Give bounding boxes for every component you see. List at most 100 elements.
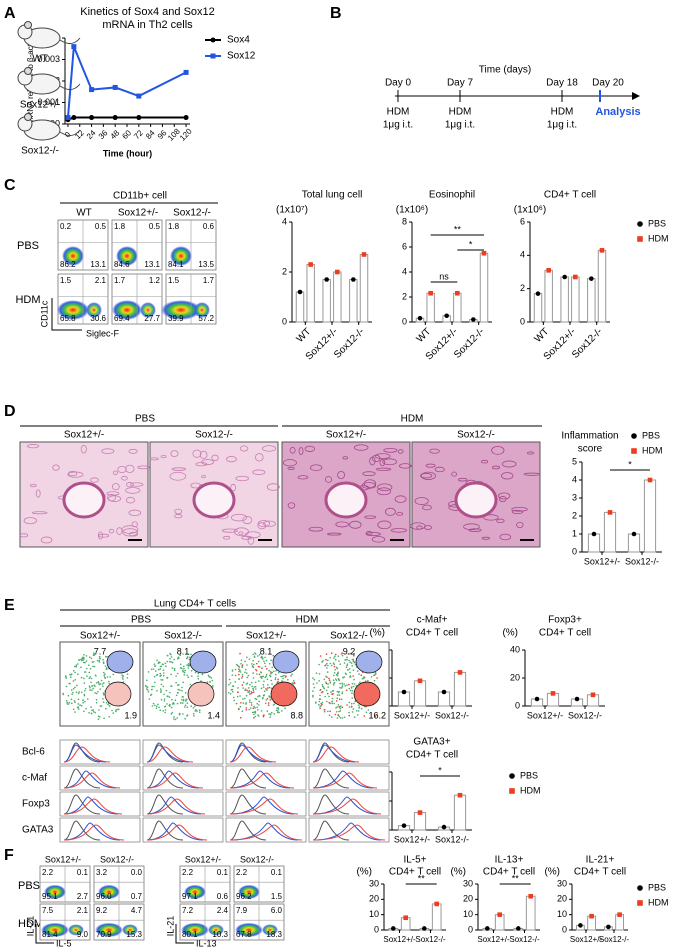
histogram [312,794,350,815]
column-label: Sox12-/- [173,208,211,219]
quadrant-value: 27.7 [144,314,160,323]
histogram [229,798,299,815]
bar-marker [455,290,460,296]
axis-label: IL-21 [165,916,175,937]
histogram [63,770,117,789]
tissue [369,456,376,466]
chart-title: CD4+ T cell [544,190,596,201]
bar-marker [434,901,439,907]
histogram [312,824,386,841]
tissue [289,447,296,454]
timeline-title: Time (days) [479,65,531,76]
y-tick-label: 0.001 [37,97,60,107]
bar-marker [441,824,447,830]
chart-title: CD4+ T cell [406,628,458,639]
quadrant-value: 1.8 [114,222,126,231]
y-tick-label: 4 [572,474,577,484]
flow-density [112,300,142,320]
tissue [30,483,37,488]
quadrant-value: 0.2 [60,222,72,231]
x-tick-label: WT [295,326,314,345]
bar [544,269,553,323]
quadrant-value: 67.8 [236,930,252,939]
panel-label: E [4,597,15,614]
quadrant-value: 2.4 [217,906,229,915]
quadrant-value: 9.0 [77,930,89,939]
tissue [201,475,207,478]
quadrant-value: 2.2 [42,868,54,877]
quadrant-value: 1.5 [168,276,180,285]
y-axis-label: (%) [356,867,372,878]
tissue [121,525,139,534]
tissue [68,470,78,477]
flow-density [86,302,102,318]
tissue [297,475,309,480]
column-label: Sox12+/- [45,854,81,864]
chart-title: IL-5+ [403,855,426,866]
tissue [374,453,391,460]
y-tick-label: 30 [557,878,567,888]
bar-marker [591,531,597,537]
tissue [121,475,128,481]
tissue [308,526,324,532]
legend-label: HDM [642,445,663,455]
histogram [229,822,299,841]
significance-label: * [469,239,473,249]
cluster [104,681,132,707]
chart-title: Eosinophil [429,190,475,201]
tissue [266,483,280,491]
flow-density [44,884,66,900]
tissue [125,464,135,473]
tissue [394,495,407,503]
tissue [247,536,255,545]
tissue [523,472,541,476]
bar [533,293,543,323]
quadrant-value: 0.1 [217,868,229,877]
tissue [116,527,123,535]
histogram [63,768,101,789]
quadrant-value: 13.1 [90,260,106,269]
chart-title: IL-13+ [495,855,524,866]
flow-density [208,924,224,936]
quadrant-value: 0.0 [131,868,143,877]
x-tick-label: Sox12+/- [383,935,416,944]
point [71,44,77,50]
column-label: Sox12-/- [100,854,134,864]
flow-density [116,246,138,266]
significance-label: ** [512,873,520,883]
legend-marker [509,788,515,794]
legend-marker [637,221,643,227]
point [112,84,118,90]
quadrant-value: 96.2 [236,892,252,901]
legend-marker [631,433,637,439]
tissue [498,492,511,500]
flow-density [194,302,210,318]
y-tick-label: 0 [374,924,379,934]
histogram [63,744,107,763]
quadrant-value: 7.9 [236,906,248,915]
legend-label: PBS [642,430,660,440]
bar-marker [631,531,637,537]
tissue [80,445,87,454]
bar [333,271,342,323]
tissue [171,467,187,471]
quadrant-value: 13.1 [144,260,160,269]
y-tick-label: 4 [520,250,525,260]
tissue [263,520,276,527]
tissue [349,520,362,529]
bar [597,249,607,323]
quadrant-value: 2.7 [77,892,89,901]
tissue [511,509,524,514]
bar-marker [534,696,540,702]
axis-label: Siglec-F [86,328,120,338]
bar-marker [457,792,463,798]
legend-label: Sox4 [227,35,250,46]
histogram [63,794,101,815]
histogram-plot [308,765,390,791]
tissue [327,532,342,536]
group-header: CD11b+ cell [113,191,167,202]
tissue [199,450,208,460]
cluster [106,650,134,674]
x-tick-label: Sox12+/- [394,710,430,720]
bar-marker [351,277,356,282]
